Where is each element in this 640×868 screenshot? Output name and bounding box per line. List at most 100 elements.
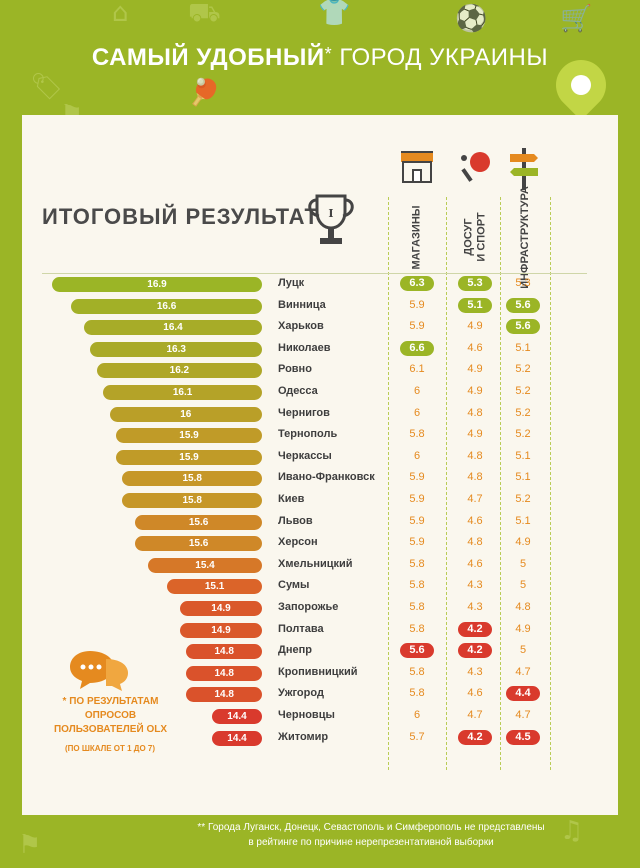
bar-value-label: 15.8 (182, 473, 202, 485)
shop-bg-icon: ⌂ (112, 0, 129, 28)
scale-note: (ПО ШКАЛЕ ОТ 1 ДО 7) (64, 744, 156, 753)
cart2-bg-icon: 🛒 (560, 4, 593, 34)
score-cell: 4.7 (467, 493, 483, 505)
ball-bg-icon: ⚽ (455, 4, 488, 34)
bar-value-label: 15.1 (204, 581, 225, 593)
bar-value-label: 15.4 (195, 559, 215, 571)
city-label: Полтава (278, 622, 324, 635)
chat-bubbles-icon (70, 651, 128, 691)
score-cell: 5.1 (515, 514, 531, 527)
city-label: Ровно (278, 363, 312, 376)
cart-bg-icon: ⛟ (188, 0, 221, 28)
score-cell: 5.2 (515, 385, 531, 397)
score-cell: 5.9 (409, 320, 425, 333)
score-cell: 5.8 (409, 579, 425, 592)
column-label-shops: МАГАЗИНЫ (410, 204, 423, 270)
score-cell: 4.5 (506, 729, 540, 745)
score-cell: 4.3 (467, 579, 483, 592)
score-cell: 6 (413, 709, 421, 721)
bar-value-label: 14.4 (227, 711, 247, 722)
music-bg-icon: ♫ (560, 816, 584, 846)
city-label: Харьков (278, 320, 324, 333)
footnote: ** Города Луганск, Донецк, Севастополь и… (197, 822, 545, 848)
score-cell: 6.6 (400, 340, 434, 356)
score-cell: 4.2 (458, 729, 492, 745)
bar-value-label: 14.8 (214, 667, 234, 679)
score-cell: 5.8 (409, 601, 425, 613)
bar: 14.8 (186, 644, 262, 660)
score-cell: 5.2 (515, 406, 531, 419)
column-label-infrastructure: ИНФРАСТРУКТУРА (518, 185, 531, 289)
bar-value-label: 16.4 (163, 322, 183, 334)
score-cell: 5.2 (515, 428, 531, 441)
score-cell: 4.4 (506, 686, 540, 702)
score-cell: 5.3 (515, 277, 531, 289)
score-cell: 5.6 (400, 643, 434, 659)
bar-value-label: 16.9 (147, 279, 167, 290)
leisure-sport-icon (461, 152, 490, 182)
bar: 14.8 (186, 687, 262, 703)
city-label: Николаев (278, 341, 331, 354)
column-label-leisure: ДОСУГ И СПОРТ (463, 212, 488, 262)
bar-value-label: 16.6 (156, 300, 177, 312)
city-label: Винница (278, 298, 326, 311)
score-cell: 6.3 (400, 276, 434, 291)
bar: 14.4 (212, 730, 262, 746)
score-cell: 5 (519, 644, 527, 657)
bar: 16.2 (96, 363, 262, 379)
score-cell: 6 (413, 449, 421, 462)
bar: 16.6 (71, 298, 262, 314)
score-cell: 4.9 (515, 622, 531, 635)
score-cell: 5.2 (515, 493, 531, 505)
bar-value-label: 15.9 (179, 451, 199, 463)
score-cell: 6 (413, 406, 421, 419)
tag-icon: 🏷 (30, 72, 64, 102)
header-divider (42, 273, 587, 274)
bar: 15.8 (122, 471, 262, 487)
score-cell: 5.8 (409, 557, 425, 570)
city-label: Днепр (278, 644, 312, 657)
bar-value-label: 14.9 (211, 624, 231, 636)
score-cell: 5.8 (409, 687, 425, 700)
page-title: САМЫЙ УДОБНЫЙ* ГОРОД УКРАИНЫ (0, 44, 640, 72)
bar: 15.6 (135, 536, 262, 552)
title-bold: САМЫЙ УДОБНЫЙ (91, 44, 325, 71)
column-divider (446, 197, 447, 770)
score-cell: 4.2 (458, 621, 492, 637)
city-label: Житомир (278, 730, 329, 743)
score-cell: 4.9 (515, 536, 531, 549)
score-cell: 6 (413, 385, 421, 397)
column-divider (388, 197, 389, 770)
bar-value-label: 16.1 (172, 387, 193, 398)
score-cell: 4.8 (467, 406, 483, 419)
score-cell: 4.2 (458, 643, 492, 659)
city-label: Черновцы (278, 709, 335, 721)
bar: 14.8 (186, 665, 262, 681)
score-cell: 4.6 (467, 514, 483, 527)
score-cell: 4.3 (467, 601, 483, 613)
bar: 15.8 (122, 493, 262, 508)
score-cell: 5.9 (409, 298, 425, 311)
score-cell: 5.1 (458, 297, 492, 313)
score-cell: 5 (519, 579, 527, 592)
bar-value-label: 16.3 (166, 343, 186, 355)
bar: 16.9 (52, 277, 262, 292)
bar-value-label: 15.9 (179, 430, 199, 442)
chart-heading: ИТОГОВЫЙ РЕЗУЛЬТАТ (42, 204, 319, 229)
pingpong-bg-icon: 🏓 (188, 78, 221, 108)
bar-value-label: 14.8 (214, 689, 234, 701)
score-cell: 4.7 (515, 709, 531, 721)
city-label: Черкассы (278, 449, 332, 462)
score-cell: 5.9 (409, 536, 425, 549)
bar-value-label: 15.6 (188, 538, 209, 550)
city-label: Хмельницкий (278, 557, 353, 570)
bar-value-label: 16.2 (169, 365, 190, 377)
score-cell: 4.9 (467, 320, 483, 333)
score-cell: 4.8 (467, 536, 483, 549)
bar-value-label: 15.6 (188, 516, 209, 528)
bar-value-label: 16 (180, 408, 192, 420)
score-cell: 5.7 (409, 730, 425, 743)
score-cell: 4.9 (467, 385, 483, 397)
shop-icon (401, 151, 433, 183)
city-label: Чернигов (278, 406, 330, 419)
